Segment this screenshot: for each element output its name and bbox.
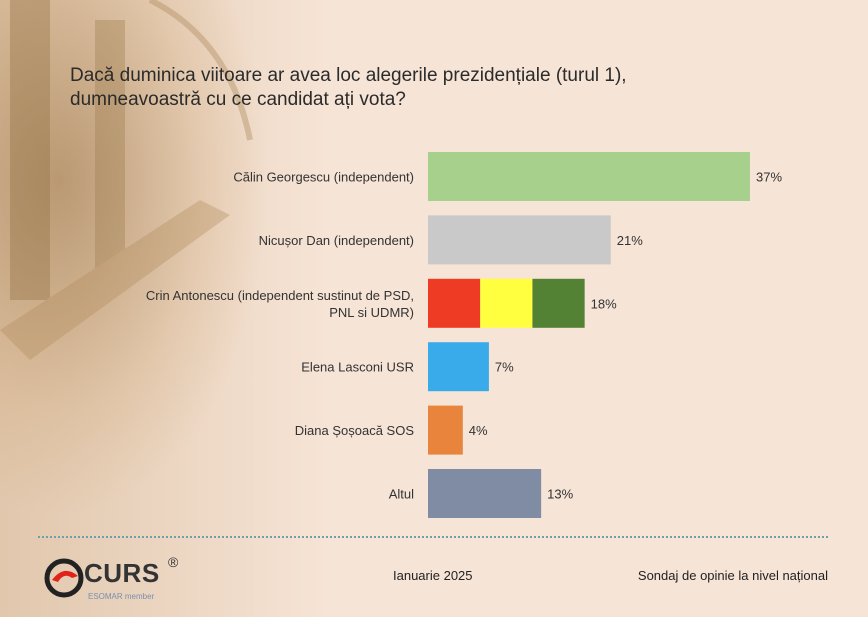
category-label-5: Altul xyxy=(389,487,414,502)
category-label-1: Nicușor Dan (independent) xyxy=(259,233,414,248)
value-label-3: 7% xyxy=(495,360,514,375)
value-label-4: 4% xyxy=(469,423,488,438)
bar-2-segment-0 xyxy=(428,278,481,328)
bar-0 xyxy=(428,152,750,201)
divider xyxy=(38,536,828,538)
category-label-0: Călin Georgescu (independent) xyxy=(233,170,414,185)
title-line-1: Dacă duminica viitoare ar avea loc alege… xyxy=(70,65,627,86)
bar-1 xyxy=(428,215,611,265)
category-label-2-line-0: Crin Antonescu (independent sustinut de … xyxy=(146,288,414,303)
architecture-photo xyxy=(0,0,253,360)
survey-date: Ianuarie 2025 xyxy=(393,568,473,583)
title-line-2: dumneavoastră cu ce candidat ați vota? xyxy=(70,89,406,110)
bar-2-segment-2 xyxy=(532,278,585,328)
bar-2-segment-1 xyxy=(480,278,533,328)
curs-logo: CURS ® ESOMAR member xyxy=(44,554,194,606)
survey-source: Sondaj de opinie la nivel național xyxy=(637,568,828,583)
category-label-3: Elena Lasconi USR xyxy=(301,360,414,375)
category-label-2-line-1: PNL si UDMR) xyxy=(329,305,414,320)
logo-registered: ® xyxy=(168,554,179,570)
chart-title: Dacă duminica viitoare ar avea loc alege… xyxy=(70,64,790,112)
value-label-5: 13% xyxy=(547,487,573,502)
logo-text: CURS xyxy=(84,558,160,588)
value-label-0: 37% xyxy=(756,170,782,185)
value-label-2: 18% xyxy=(591,296,617,311)
bar-chart: 37% Călin Georgescu (independent) 21% Nicuș… xyxy=(146,152,782,518)
logo-subtitle: ESOMAR member xyxy=(88,592,155,601)
bar-3 xyxy=(428,342,489,392)
curs-logo-icon xyxy=(44,558,84,598)
value-label-1: 21% xyxy=(617,233,643,248)
bar-5 xyxy=(428,469,542,518)
bar-4 xyxy=(428,405,463,455)
category-label-4: Diana Șoșoacă SOS xyxy=(295,423,415,438)
